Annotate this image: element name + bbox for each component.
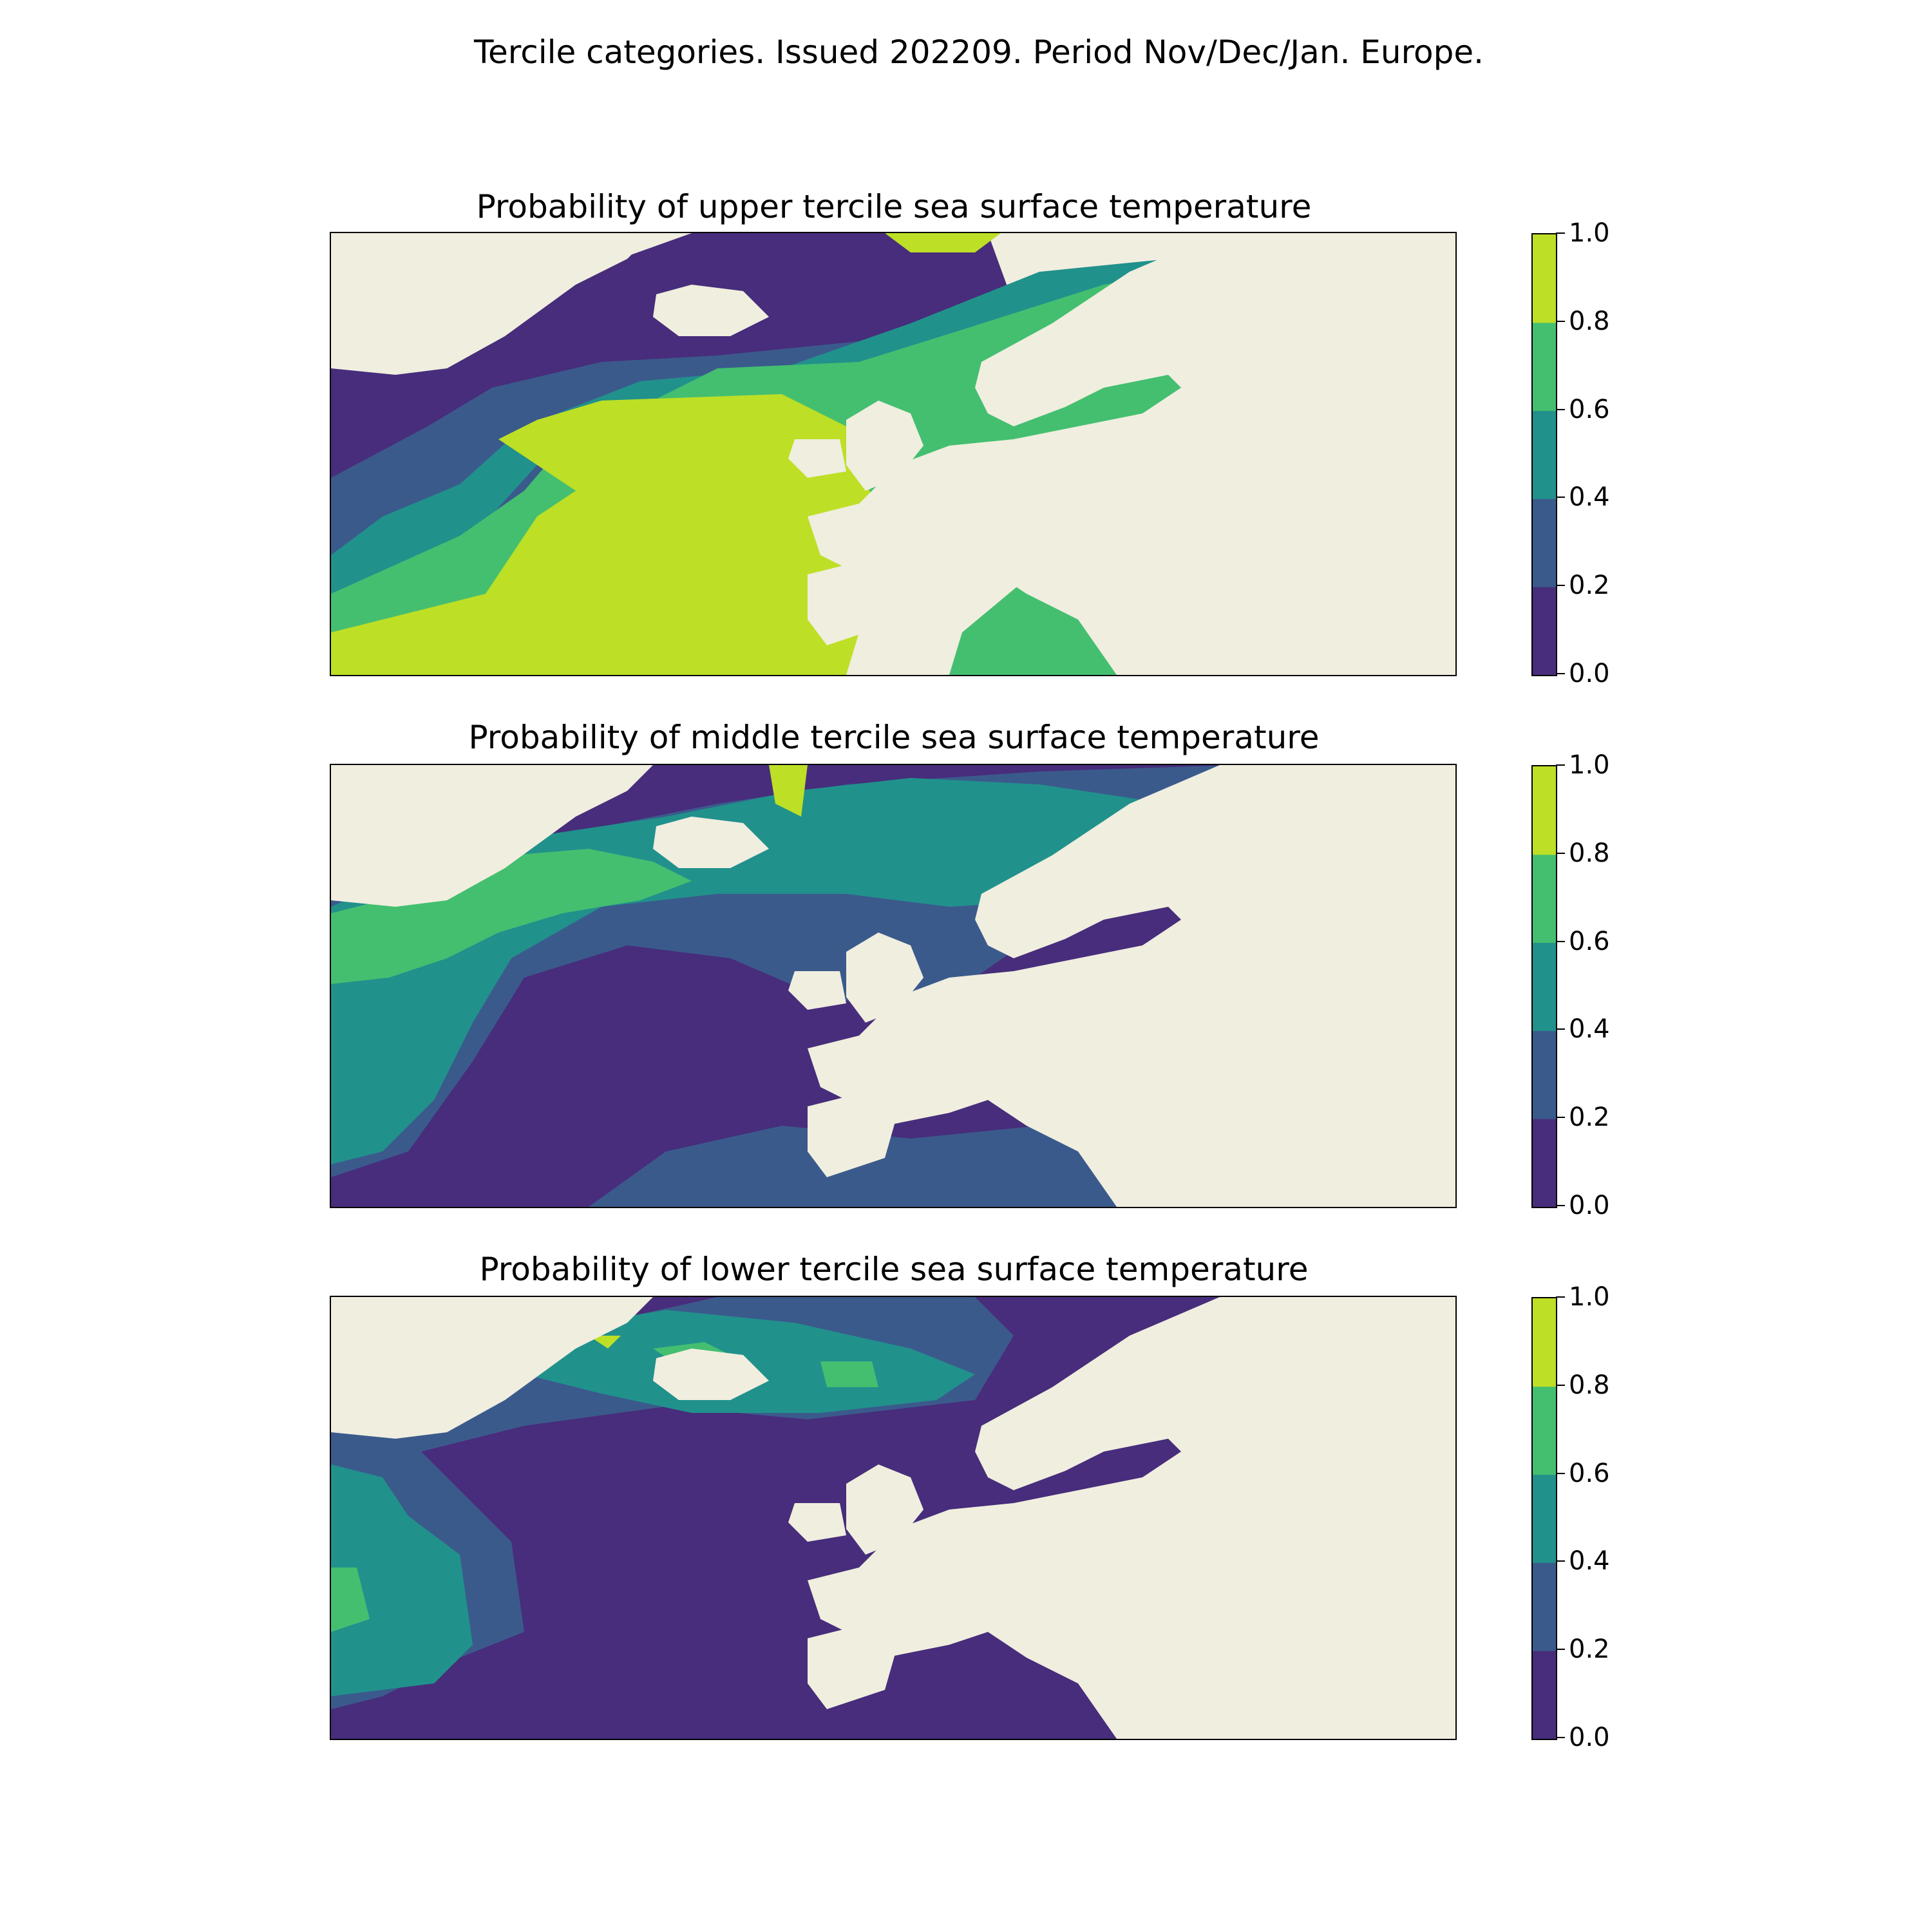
panel-title-middle: Probability of middle tercile sea surfac… (468, 719, 1320, 756)
colorbar-tick-label: 0.6 (1569, 1458, 1610, 1488)
colorbar-tick-mark (1556, 408, 1565, 410)
colorbar-tick-mark (1556, 764, 1565, 766)
colorbar-segment (1533, 1651, 1556, 1739)
colorbar-tick-label: 0.8 (1569, 838, 1610, 868)
colorbar-tick-label: 0.2 (1569, 1634, 1610, 1665)
colorbar-segment (1533, 942, 1556, 1031)
colorbar-segment (1533, 498, 1556, 587)
colorbar-middle-svg (1533, 766, 1556, 1207)
colorbar-segment (1533, 1030, 1556, 1119)
colorbar-tick-mark (1556, 1472, 1565, 1474)
colorbar-tick-label: 0.6 (1569, 926, 1610, 956)
colorbar-segment (1533, 766, 1556, 855)
colorbar-tick-mark (1556, 673, 1565, 674)
map-lower-svg (331, 1297, 1455, 1739)
panel-title-upper: Probability of upper tercile sea surface… (476, 188, 1312, 225)
map-lower-tercile (330, 1296, 1457, 1740)
colorbar-tick-label: 0.2 (1569, 571, 1610, 601)
colorbar-tick-label: 0.0 (1569, 1191, 1610, 1220)
colorbar-tick-label: 0.6 (1569, 394, 1610, 424)
colorbar-tick-label: 0.4 (1569, 1546, 1610, 1577)
colorbar-segment (1533, 410, 1556, 499)
colorbar-tick-mark (1556, 1117, 1565, 1119)
map-middle-svg (331, 765, 1455, 1207)
colorbar-tick-mark (1556, 852, 1565, 854)
colorbar-tick-mark (1556, 497, 1565, 498)
colorbar-upper-svg (1533, 234, 1556, 675)
colorbar-tick-mark (1556, 1560, 1565, 1562)
colorbar-tick-mark (1556, 1737, 1565, 1738)
colorbar-segment (1533, 1119, 1556, 1207)
colorbar-segment (1533, 854, 1556, 943)
map-upper-svg (331, 233, 1455, 675)
colorbar-segment (1533, 1562, 1556, 1651)
colorbar-tick-mark (1556, 320, 1565, 322)
colorbar-middle (1531, 765, 1557, 1208)
colorbar-tick-mark (1556, 1384, 1565, 1386)
figure-title: Tercile categories. Issued 202209. Perio… (473, 33, 1484, 71)
colorbar-tick-mark (1556, 1205, 1565, 1206)
colorbar-tick-mark (1556, 232, 1565, 234)
colorbar-segment (1533, 1386, 1556, 1475)
colorbar-upper (1531, 233, 1557, 676)
panel-title-lower: Probability of lower tercile sea surface… (479, 1251, 1309, 1288)
colorbar-lower-svg (1533, 1298, 1556, 1739)
colorbar-segment (1533, 1474, 1556, 1563)
colorbar-tick-label: 0.4 (1569, 482, 1610, 513)
colorbar-tick-label: 1.0 (1569, 1282, 1610, 1312)
colorbar-tick-label: 0.0 (1569, 659, 1610, 688)
colorbar-lower (1531, 1297, 1557, 1740)
colorbar-tick-mark (1556, 585, 1565, 587)
colorbar-segment (1533, 322, 1556, 412)
colorbar-tick-mark (1556, 940, 1565, 942)
colorbar-tick-label: 0.4 (1569, 1014, 1610, 1045)
colorbar-segment (1533, 234, 1556, 323)
colorbar-tick-mark (1556, 1028, 1565, 1030)
colorbar-tick-label: 1.0 (1569, 218, 1610, 248)
map-upper-tercile (330, 232, 1457, 676)
colorbar-tick-label: 1.0 (1569, 750, 1610, 780)
colorbar-tick-mark (1556, 1649, 1565, 1651)
map-middle-tercile (330, 764, 1457, 1208)
colorbar-tick-label: 0.8 (1569, 306, 1610, 336)
colorbar-tick-label: 0.2 (1569, 1103, 1610, 1133)
colorbar-tick-label: 0.0 (1569, 1723, 1610, 1752)
colorbar-tick-mark (1556, 1296, 1565, 1298)
colorbar-tick-label: 0.8 (1569, 1370, 1610, 1400)
colorbar-segment (1533, 587, 1556, 675)
colorbar-segment (1533, 1298, 1556, 1387)
